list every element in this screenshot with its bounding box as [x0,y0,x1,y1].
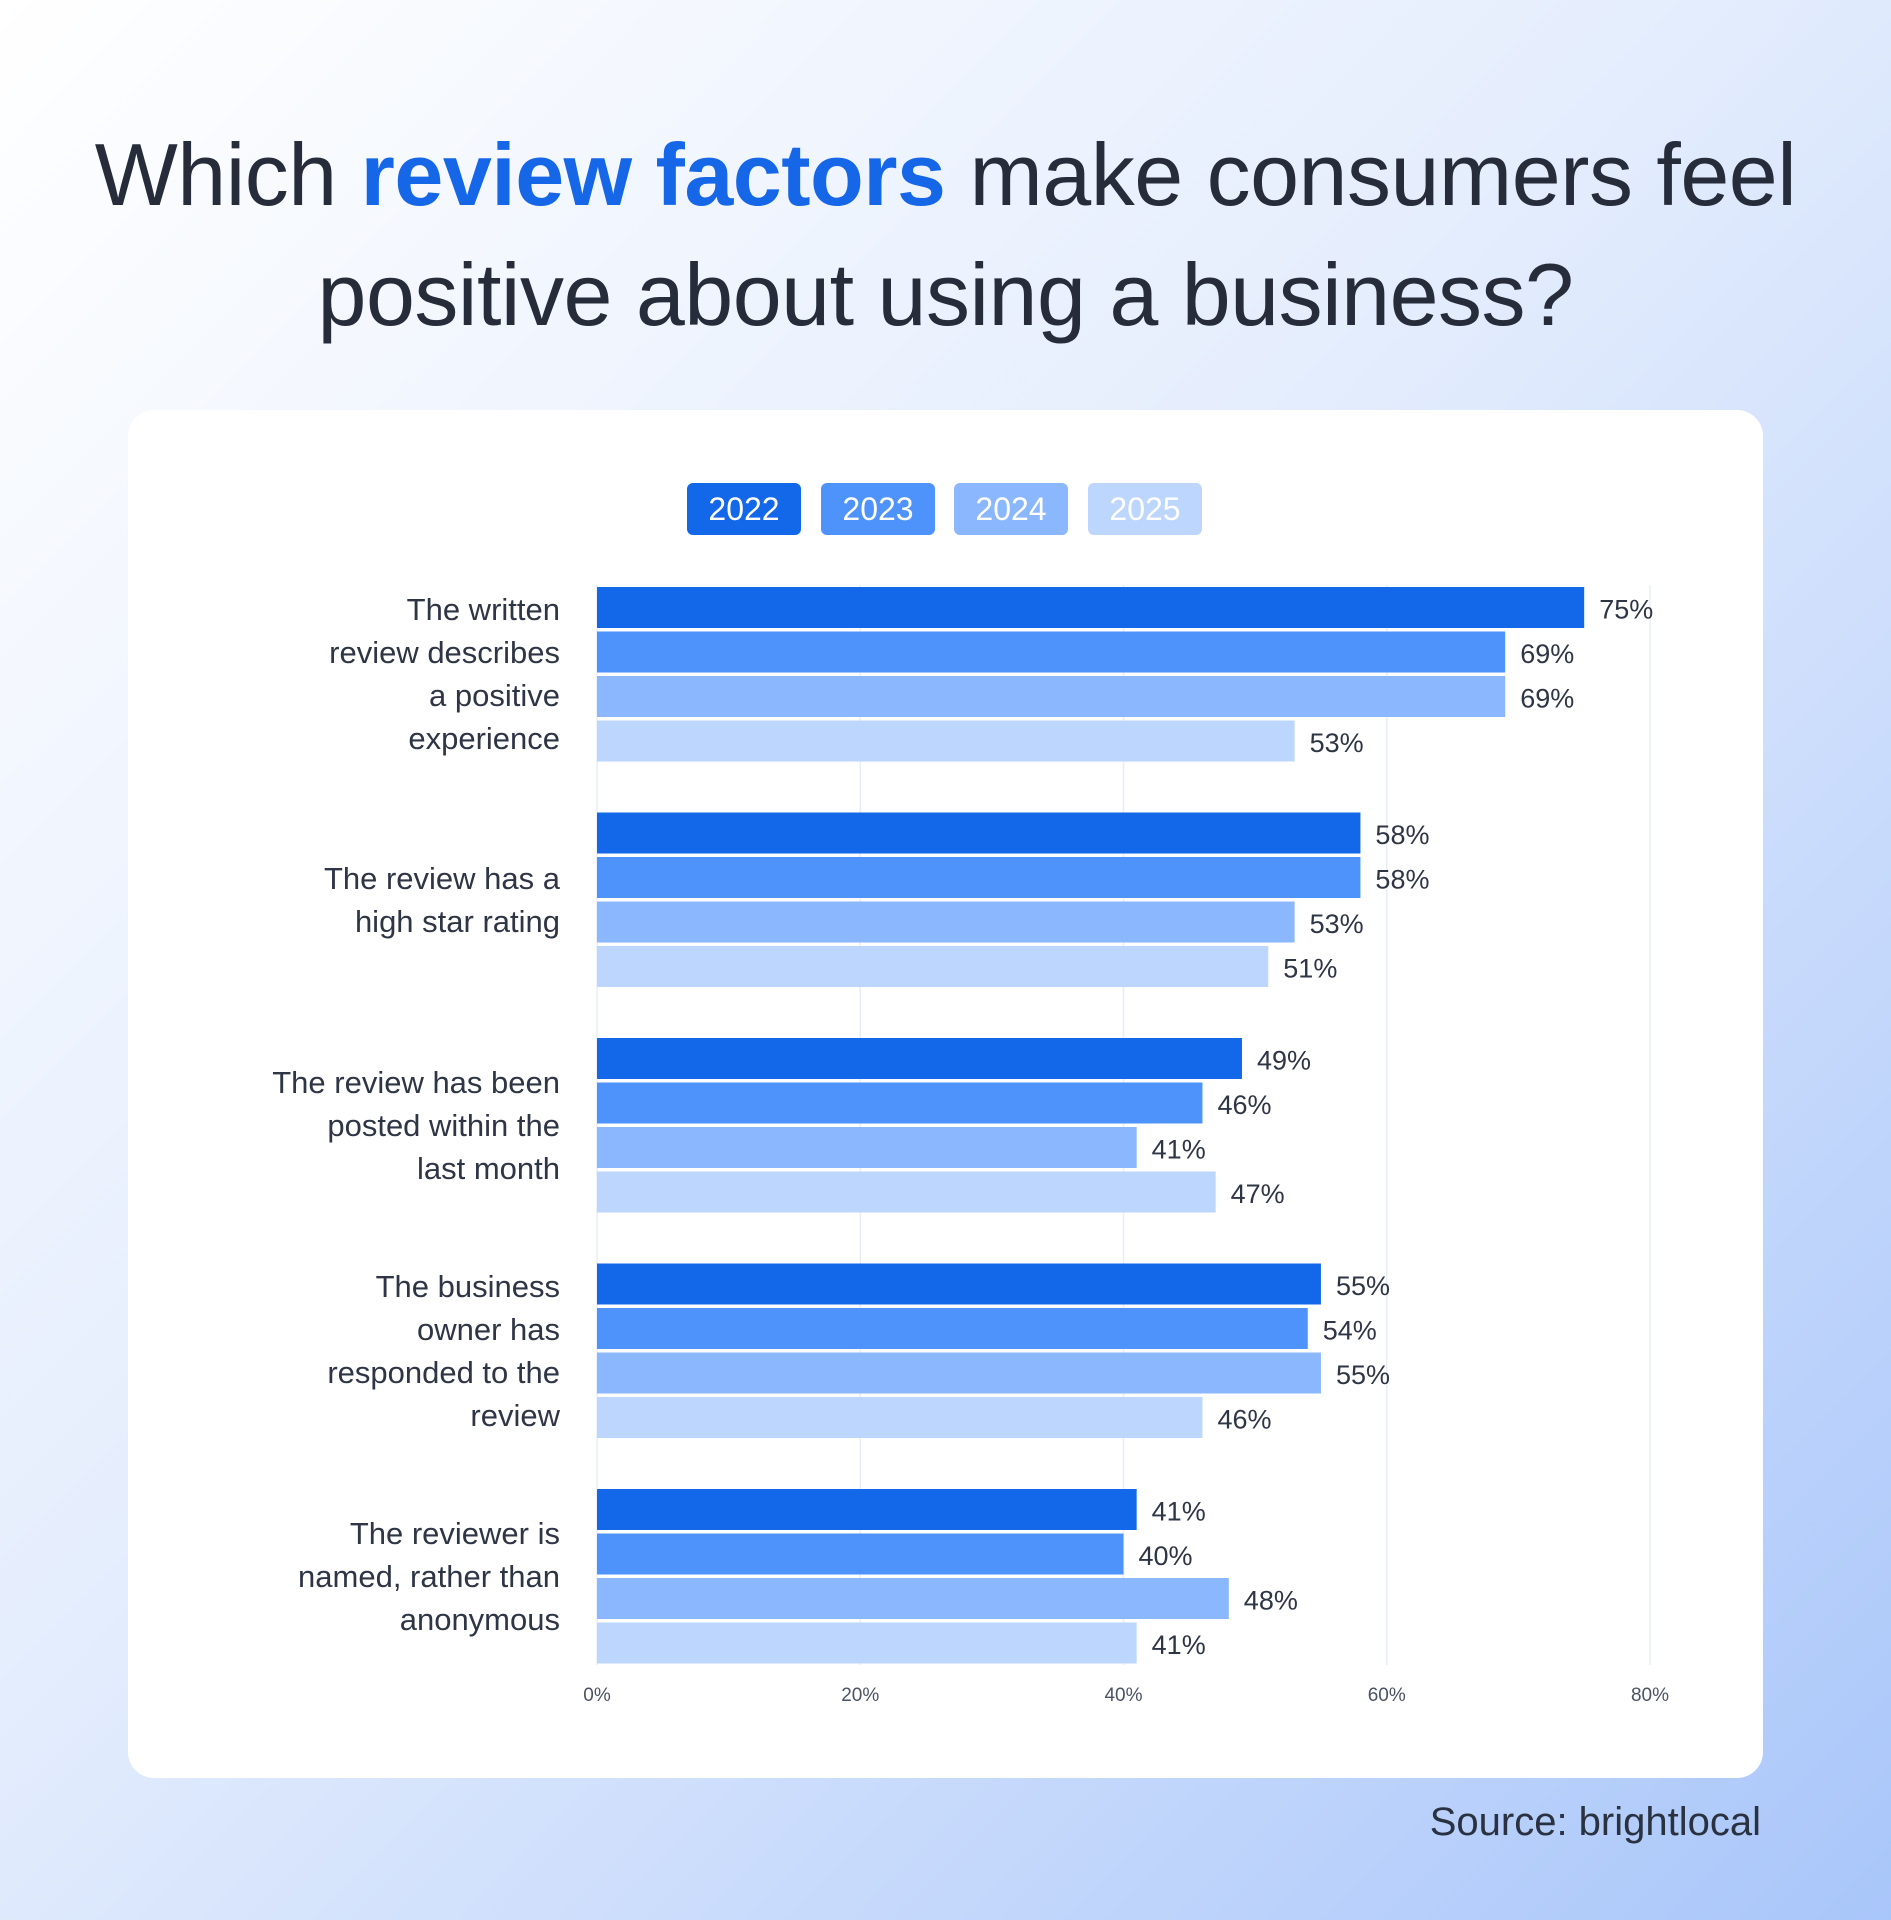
legend-item-2024: 2024 [954,483,1068,535]
bar [597,946,1269,987]
bar-value-label: 46% [1217,1405,1271,1435]
category-label: The reviewer is named, rather than anonymo… [180,1512,560,1641]
category-label-line: review describes [329,635,560,671]
category-label-line: experience [408,721,560,757]
bar-value-label: 54% [1323,1316,1377,1346]
bar [597,587,1585,628]
bar-value-label: 40% [1139,1541,1193,1571]
category-label-line: anonymous [399,1601,560,1637]
chart-legend: 2022 2023 2024 2025 [0,483,1891,535]
bar [597,857,1361,898]
bar [597,631,1506,673]
category-label: The written review describes a positive exp… [180,588,560,760]
bar [597,1308,1308,1349]
x-tick-label: 20% [841,1685,879,1706]
category-label: The review has a high star rating [180,857,560,943]
bar [597,676,1506,717]
bar-value-label: 53% [1310,728,1364,758]
bar-value-label: 51% [1283,954,1337,984]
category-label-line: posted within the [327,1107,560,1143]
bar-value-label: 69% [1520,684,1574,714]
legend-item-2025: 2025 [1088,483,1202,535]
x-tick-label: 80% [1631,1685,1669,1706]
bar-value-label: 55% [1336,1271,1390,1301]
category-label-line: The reviewer is [349,1515,560,1551]
bar [597,720,1295,762]
category-label-line: last month [416,1150,560,1186]
title-after: make consumers feel positive about using… [317,125,1797,344]
bar [597,1127,1137,1168]
bar-value-label: 53% [1310,909,1364,939]
bar-value-label: 47% [1231,1179,1285,1209]
bar-value-label: 58% [1375,820,1429,850]
bar-value-label: 69% [1520,639,1574,669]
bar [597,1352,1321,1394]
chart-title: Which review factors make consumers feel… [0,115,1891,355]
bar [597,1038,1242,1079]
category-label-line: review [470,1397,560,1433]
bar-value-label: 49% [1257,1046,1311,1076]
legend-item-2022: 2022 [687,483,801,535]
title-highlight: review factors [360,125,946,224]
bar-value-label: 41% [1152,1135,1206,1165]
category-label: The business owner has responded to the rev… [180,1265,560,1437]
bar-value-label: 41% [1152,1497,1206,1527]
x-tick-label: 0% [583,1685,611,1706]
title-before: Which [94,125,361,224]
category-label-line: The written [406,592,560,628]
source-note: Source: brightlocal [1429,1800,1761,1844]
x-tick-label: 60% [1368,1685,1406,1706]
x-tick-label: 40% [1104,1685,1142,1706]
category-label-line: responded to the [327,1354,560,1390]
bar [597,1397,1203,1438]
bar-value-label: 58% [1375,865,1429,895]
category-label-line: high star rating [354,903,560,939]
bar-value-label: 48% [1244,1586,1298,1616]
category-label: The review has been posted within the last… [180,1061,560,1190]
category-label-line: The business [375,1268,560,1304]
bar [597,1533,1124,1575]
category-label-line: a positive [429,678,560,714]
category-label-line: owner has [416,1311,560,1347]
bar-value-label: 41% [1152,1630,1206,1660]
bar [597,1263,1321,1305]
bar [597,1578,1229,1619]
bar [597,1622,1137,1664]
bar-value-label: 75% [1599,595,1653,625]
bar-value-label: 55% [1336,1360,1390,1390]
category-label-line: The review has been [272,1064,560,1100]
bar [597,1489,1137,1530]
category-label-line: The review has a [323,860,560,896]
legend-item-2023: 2023 [821,483,935,535]
bar-value-label: 46% [1217,1090,1271,1120]
bar [597,901,1295,943]
bar [597,1082,1203,1124]
bar [597,812,1361,854]
bar [597,1171,1216,1213]
category-label-line: named, rather than [298,1558,560,1594]
